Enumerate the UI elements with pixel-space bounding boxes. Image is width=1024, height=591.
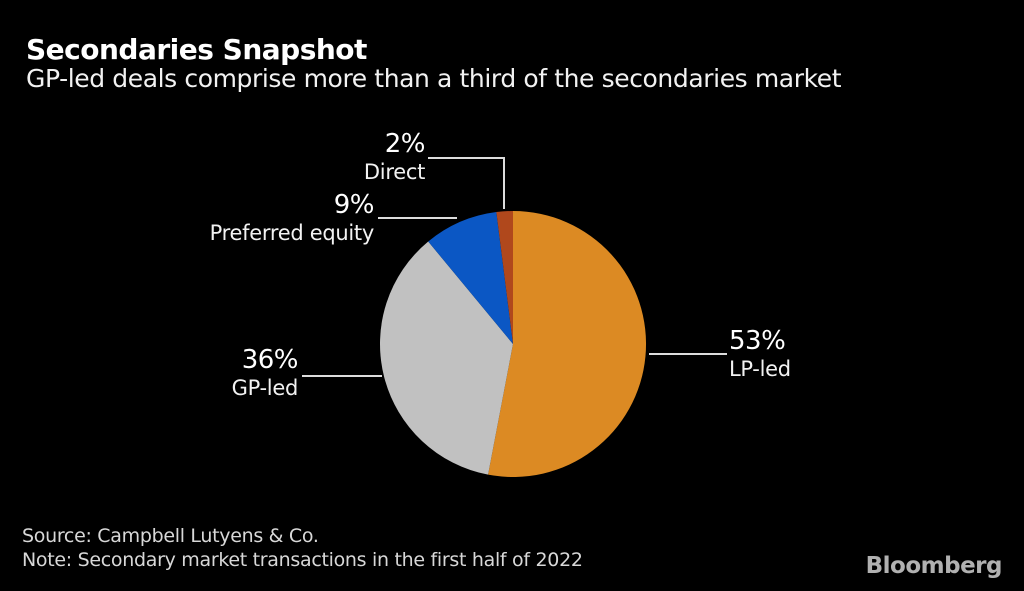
callout-direct: 2% Direct <box>363 129 426 185</box>
pie-slice-preferred-equity <box>428 212 513 344</box>
callout-gp-led-value: 36% <box>241 345 299 375</box>
callout-preferred-equity-value: 9% <box>333 190 375 220</box>
pie-slice-gp-led <box>380 241 513 475</box>
callout-direct-name: Direct <box>363 160 425 184</box>
callout-direct-value: 2% <box>384 129 426 159</box>
source-line: Source: Campbell Lutyens & Co. <box>22 525 319 547</box>
callout-gp-led-name: GP-led <box>231 376 299 400</box>
pie-chart <box>379 210 647 478</box>
callout-preferred-equity: 9% Preferred equity <box>209 190 375 246</box>
chart-subtitle: GP-led deals comprise more than a third … <box>26 64 842 93</box>
callout-preferred-equity-name: Preferred equity <box>209 221 375 245</box>
bloomberg-logo: Bloomberg <box>865 553 1003 579</box>
leader-line-direct <box>428 157 505 209</box>
callout-lp-led-value: 53% <box>729 326 786 356</box>
callout-gp-led: 36% GP-led <box>231 345 299 401</box>
pie-slice-direct <box>496 211 513 344</box>
leader-line-preferred-equity <box>378 217 457 219</box>
leader-line-lp-led <box>649 353 727 355</box>
pie-svg <box>380 211 647 477</box>
chart-title: Secondaries Snapshot <box>26 33 367 66</box>
pie-slice-lp-led <box>488 211 647 477</box>
note-line: Note: Secondary market transactions in t… <box>22 549 583 571</box>
callout-lp-led-name: LP-led <box>729 357 791 381</box>
callout-lp-led: 53% LP-led <box>729 326 791 382</box>
leader-line-gp-led <box>302 375 382 377</box>
source-note-block: Source: Campbell Lutyens & Co. Note: Sec… <box>22 524 583 572</box>
